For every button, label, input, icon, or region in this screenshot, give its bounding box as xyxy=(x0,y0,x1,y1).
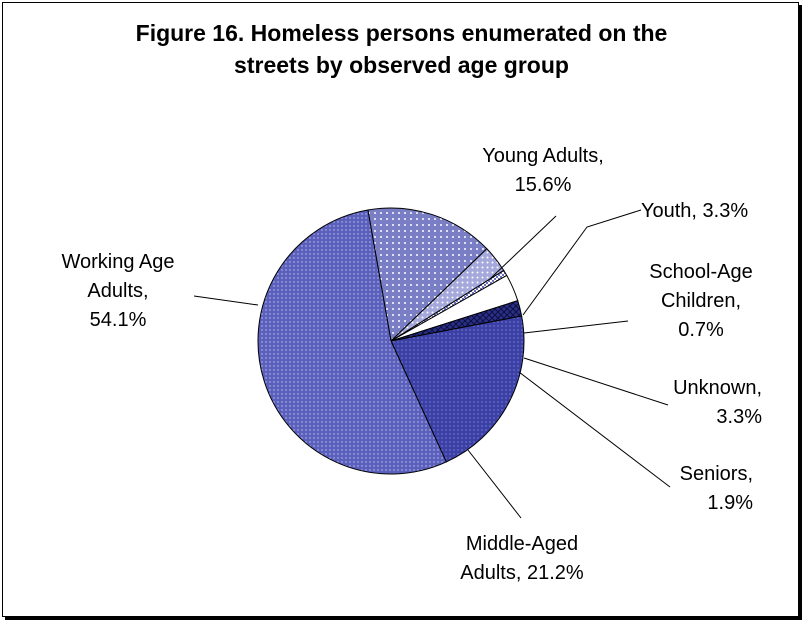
leader-line-youth xyxy=(522,209,642,316)
pie-slice-working-age-adults xyxy=(257,209,447,475)
leader-line-middle-aged-adults xyxy=(467,449,522,519)
slice-label-line: 0.7% xyxy=(678,319,724,341)
pie-labels: Young Adults, 15.6% Youth, 3.3% School-Age C… xyxy=(61,145,762,584)
slice-label-youth: Youth, 3.3% xyxy=(641,200,748,222)
slice-label-line: Seniors, xyxy=(680,463,753,485)
leader-line-unknown xyxy=(523,357,669,406)
slice-label-young-adults: Young Adults, 15.6% xyxy=(482,145,604,196)
slice-label-working-age-adults: Working Age Adults, 54.1% xyxy=(61,251,174,331)
leader-line-seniors xyxy=(518,371,671,488)
slice-label-line: Adults, 21.2% xyxy=(460,562,584,584)
slice-label-line: Working Age xyxy=(61,251,174,273)
pie-slices xyxy=(257,207,525,475)
slice-label-line: Young Adults, xyxy=(482,145,604,167)
slice-label-middle-aged-adults: Middle-Aged Adults, 21.2% xyxy=(460,533,584,584)
leader-line-working-age-adults xyxy=(193,295,259,306)
slice-label-line: Youth, 3.3% xyxy=(641,200,748,222)
slice-label-line: Middle-Aged xyxy=(466,533,578,555)
pie-leader-lines xyxy=(193,209,671,519)
chart-title-line-2: streets by observed age group xyxy=(234,52,569,78)
pie-slice-young-adults xyxy=(367,207,488,343)
chart-title: Figure 16. Homeless persons enumerated o… xyxy=(3,17,800,81)
slice-label-seniors: Seniors, 1.9% xyxy=(680,463,754,514)
slice-label-line: Unknown, xyxy=(673,377,762,399)
pie-slice-middle-aged-adults xyxy=(390,315,525,463)
slice-label-unknown: Unknown, 3.3% xyxy=(673,377,762,428)
leader-line-young-adults xyxy=(489,215,557,280)
slice-label-line: 1.9% xyxy=(707,492,753,514)
slice-label-line: Children, xyxy=(661,290,741,312)
slice-label-line: Adults, xyxy=(87,280,148,302)
chart-title-line-1: Figure 16. Homeless persons enumerated o… xyxy=(135,20,668,46)
slice-label-school-age-children: School-Age Children, 0.7% xyxy=(649,261,752,341)
slice-label-line: 3.3% xyxy=(716,406,762,428)
slice-label-line: 54.1% xyxy=(90,309,147,331)
slice-label-line: 15.6% xyxy=(515,174,572,196)
slice-label-line: School-Age xyxy=(649,261,752,283)
leader-line-school-age-children xyxy=(523,320,629,334)
